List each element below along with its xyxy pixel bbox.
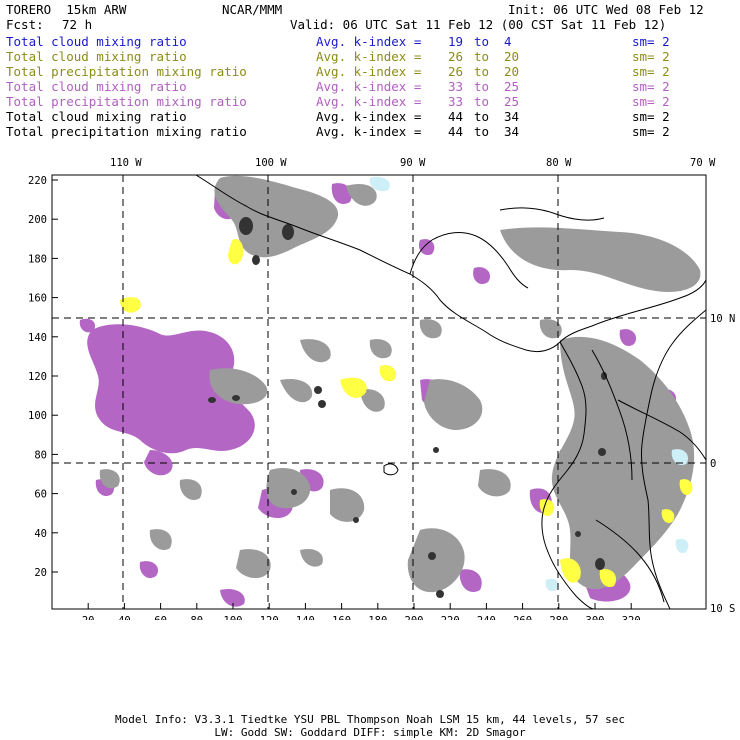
lat-label-10n: 10 N [710,313,735,325]
legend-k-to: 34 [504,109,520,124]
legend-k-from: 44 [448,109,464,124]
y-tick-label: 200 [28,214,47,226]
legend-k-index-label: Avg. k-index = [316,79,422,94]
x-tick-label: 140 [296,615,315,620]
legend-k-from: 19 [448,34,464,49]
legend-smoothing: sm= 2 [632,49,670,64]
legend-k-index-label: Avg. k-index = [316,34,422,49]
legend-k-index-label: Avg. k-index = [316,124,422,139]
legend-field-name: Total cloud mixing ratio [6,109,187,124]
legend-k-to: 25 [504,79,520,94]
x-tick-label: 60 [154,615,167,620]
x-tick-label: 160 [332,615,351,620]
legend-k-index-label: Avg. k-index = [316,109,422,124]
y-tick-label: 40 [34,528,47,540]
legend-field-name: Total precipitation mixing ratio [6,94,247,109]
x-tick-label: 240 [477,615,496,620]
x-tick-label: 280 [549,615,568,620]
legend-smoothing: sm= 2 [632,94,670,109]
dark-core-shading [208,217,607,598]
legend-k-from: 33 [448,94,464,109]
legend-smoothing: sm= 2 [632,64,670,79]
legend-smoothing: sm= 2 [632,34,670,49]
y-tick-label: 120 [28,371,47,383]
legend-k-to: 4 [504,34,512,49]
cyan-field-shading [369,176,689,592]
model-title: TORERO 15km ARW [6,2,127,17]
x-grid-ticks: 20 40 60 80 100 120 140 160 180 200 220 240 260 280 30… [82,603,641,627]
legend-to-word: to [474,34,490,49]
legend-to-word: to [474,94,490,109]
yellow-field-shading [120,239,693,588]
legend-k-to: 34 [504,124,520,139]
forecast-hours: 72 h [62,17,93,32]
legend-to-word: to [474,79,490,94]
legend-smoothing: sm= 2 [632,79,670,94]
x-tick-label: 120 [260,615,279,620]
legend-to-word: to [474,124,490,139]
legend-k-to: 25 [504,94,520,109]
x-tick-label: 260 [513,615,532,620]
lon-label-110w: 110 W [110,157,142,169]
legend-k-to: 20 [504,64,520,79]
legend-k-index-label: Avg. k-index = [316,49,422,64]
lon-label-100w: 100 W [255,157,287,169]
lat-lon-grid [52,175,706,609]
init-time: Init: 06 UTC Wed 08 Feb 12 [508,2,704,17]
legend-k-to: 20 [504,49,520,64]
legend-to-word: to [474,109,490,124]
plot-frame [51,174,707,610]
y-tick-label: 160 [28,293,47,305]
y-tick-label: 180 [28,253,47,265]
x-tick-label: 40 [118,615,131,620]
legend-field-name: Total precipitation mixing ratio [6,64,247,79]
x-tick-label: 220 [441,615,460,620]
lat-label-0: 0 [710,458,716,470]
y-tick-label: 20 [34,567,47,579]
x-tick-label: 100 [224,615,243,620]
forecast-label: Fcst: [6,17,44,32]
legend-smoothing: sm= 2 [632,124,670,139]
lat-label-10s: 10 S [710,603,735,615]
model-info-line1: Model Info: V3.3.1 Tiedtke YSU PBL Thomp… [115,713,625,726]
lon-label-90w: 90 W [400,157,426,169]
y-tick-label: 100 [28,410,47,422]
x-tick-label: 80 [190,615,203,620]
map-fields [79,175,706,609]
y-tick-label: 140 [28,332,47,344]
x-tick-label: 20 [82,615,95,620]
legend-k-index-label: Avg. k-index = [316,64,422,79]
legend-field-name: Total cloud mixing ratio [6,49,187,64]
y-tick-label: 80 [34,449,47,461]
lon-label-70w: 70 W [690,157,716,169]
map-svg: 110 W 100 W 90 W 80 W 70 W 10 N 0 10 S [28,157,735,627]
lon-label-80w: 80 W [546,157,572,169]
x-tick-label: 200 [405,615,424,620]
legend-field-name: Total cloud mixing ratio [6,34,187,49]
legend-k-from: 44 [448,124,464,139]
legend-k-index-label: Avg. k-index = [316,94,422,109]
y-tick-label: 60 [34,489,47,501]
model-info-line2: LW: Godd SW: Goddard DIFF: simple KM: 2D… [214,726,526,739]
x-tick-label: 180 [368,615,387,620]
x-tick-label: 320 [622,615,641,620]
legend-k-from: 33 [448,79,464,94]
legend-smoothing: sm= 2 [632,109,670,124]
legend-to-word: to [474,49,490,64]
legend-field-name: Total cloud mixing ratio [6,79,187,94]
legend-k-from: 26 [448,64,464,79]
y-grid-ticks: 220 200 180 160 140 120 100 80 60 40 20 [28,175,58,579]
legend-to-word: to [474,64,490,79]
forecast-map: 110 W 100 W 90 W 80 W 70 W 10 N 0 10 S [0,150,740,627]
valid-time: Valid: 06 UTC Sat 11 Feb 12 (00 CST Sat … [290,17,667,32]
x-tick-label: 300 [586,615,605,620]
legend-k-from: 26 [448,49,464,64]
coastlines [195,175,706,609]
y-tick-label: 220 [28,175,47,187]
grey-field-shading [99,175,701,593]
organization-label: NCAR/MMM [222,2,283,17]
legend-field-name: Total precipitation mixing ratio [6,124,247,139]
